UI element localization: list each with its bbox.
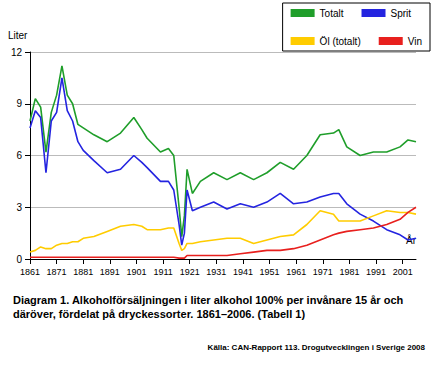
svg-text:2001: 2001 xyxy=(393,267,413,277)
svg-text:6: 6 xyxy=(16,150,22,161)
svg-text:År: År xyxy=(406,234,416,246)
svg-text:0: 0 xyxy=(16,254,22,265)
svg-text:1971: 1971 xyxy=(313,267,333,277)
svg-text:1891: 1891 xyxy=(100,267,120,277)
svg-text:Öl (totalt): Öl (totalt) xyxy=(320,36,361,47)
svg-text:9: 9 xyxy=(16,98,22,109)
svg-text:1881: 1881 xyxy=(73,267,93,277)
svg-text:1961: 1961 xyxy=(286,267,306,277)
svg-text:1861: 1861 xyxy=(20,267,40,277)
svg-text:däröver, fördelat på dryckesso: däröver, fördelat på dryckessorter. 1861… xyxy=(13,308,305,320)
svg-text:Liter: Liter xyxy=(8,30,28,41)
svg-text:Diagram 1. Alkoholförsäljninge: Diagram 1. Alkoholförsäljningen i liter … xyxy=(13,294,406,306)
svg-text:Totalt: Totalt xyxy=(320,8,344,19)
svg-text:Vin: Vin xyxy=(408,36,422,47)
svg-text:3: 3 xyxy=(16,202,22,213)
svg-text:1931: 1931 xyxy=(206,267,226,277)
svg-text:1871: 1871 xyxy=(47,267,67,277)
svg-text:1921: 1921 xyxy=(180,267,200,277)
svg-text:Sprit: Sprit xyxy=(391,8,412,19)
svg-text:1901: 1901 xyxy=(126,267,146,277)
svg-text:1991: 1991 xyxy=(366,267,386,277)
svg-text:1941: 1941 xyxy=(233,267,253,277)
svg-text:1981: 1981 xyxy=(339,267,359,277)
svg-text:Källa: CAN-Rapport 113. Drogut: Källa: CAN-Rapport 113. Drogutvecklingen… xyxy=(208,343,426,352)
svg-text:12: 12 xyxy=(11,47,23,58)
svg-text:1911: 1911 xyxy=(153,267,172,277)
svg-text:1951: 1951 xyxy=(260,267,280,277)
